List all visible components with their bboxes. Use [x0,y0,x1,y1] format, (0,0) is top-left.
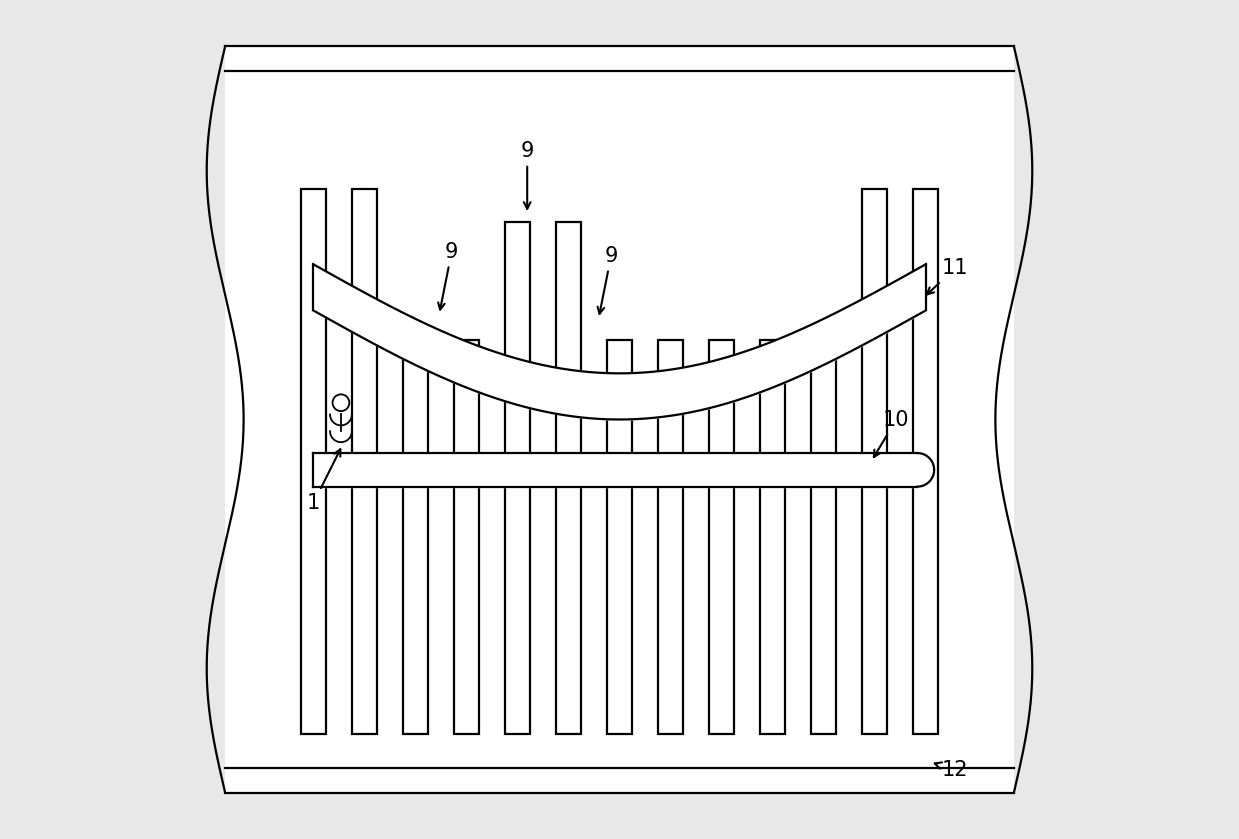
Bar [913,189,938,734]
Bar [403,340,427,734]
Bar [760,340,786,734]
Bar [862,189,887,734]
Text: 12: 12 [934,760,969,780]
Bar [453,340,479,734]
Text: 9: 9 [520,141,534,209]
Bar [709,340,735,734]
Bar [504,222,530,734]
Bar [352,189,377,734]
Bar [658,340,683,734]
Bar [225,46,1014,793]
Polygon shape [917,453,934,487]
Text: 9: 9 [597,246,618,314]
Bar [301,189,326,734]
Bar [556,222,581,734]
Text: 1: 1 [306,449,341,513]
Bar [812,340,836,734]
Text: 11: 11 [927,258,969,294]
Bar [607,340,632,734]
Text: 10: 10 [873,409,909,457]
Text: 9: 9 [439,242,458,310]
